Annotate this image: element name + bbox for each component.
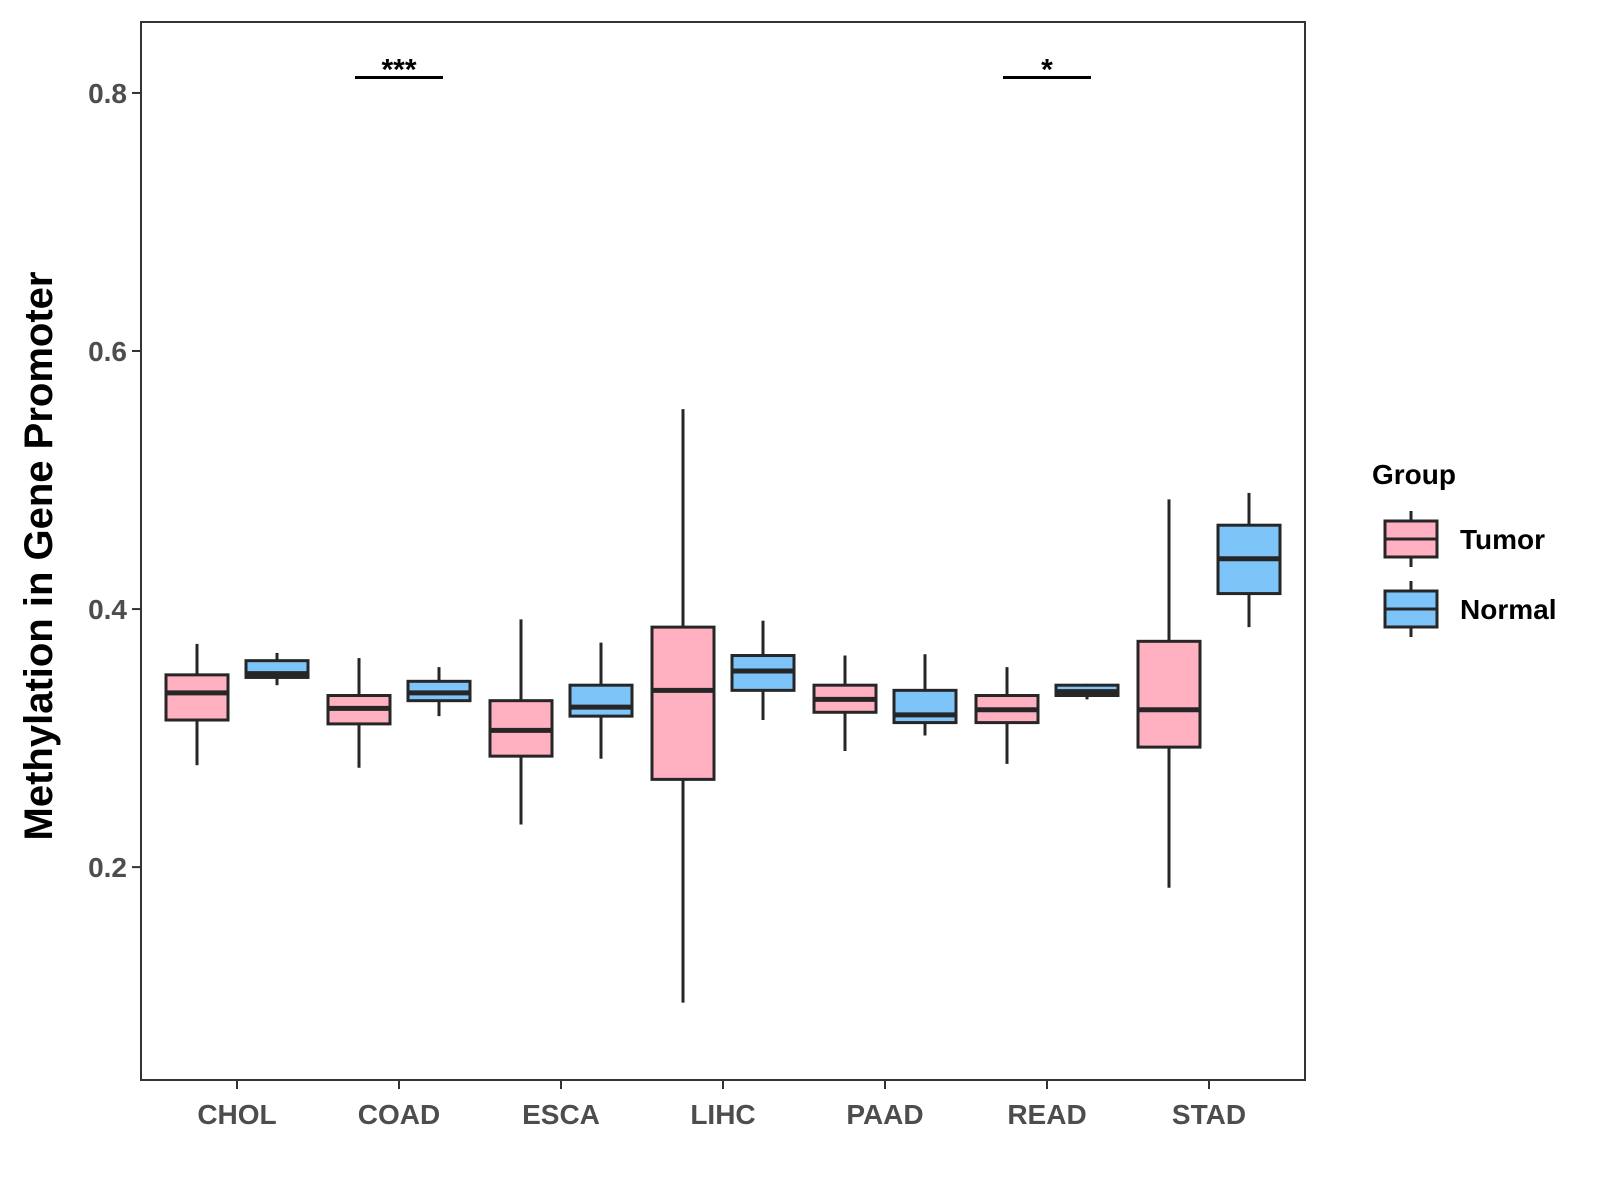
x-tick-label: CHOL bbox=[197, 1099, 276, 1130]
box-tumor-stad bbox=[1136, 499, 1202, 888]
legend-key-normal bbox=[1383, 581, 1439, 637]
legend-label-normal: Normal bbox=[1460, 594, 1556, 625]
box-iqr bbox=[650, 625, 716, 781]
box-iqr bbox=[892, 688, 958, 725]
y-tick-label: 0.8 bbox=[88, 78, 127, 109]
legend-title: Group bbox=[1372, 459, 1456, 490]
box-tumor-lihc bbox=[650, 409, 716, 1003]
significance-label: * bbox=[1041, 53, 1053, 86]
x-tick-label: COAD bbox=[358, 1099, 440, 1130]
y-tick-label: 0.4 bbox=[88, 594, 127, 625]
box-iqr bbox=[568, 683, 634, 718]
plot-area: *** * bbox=[140, 21, 1306, 1081]
significance-label: *** bbox=[381, 53, 416, 86]
box-tumor-coad bbox=[326, 658, 392, 768]
x-tick-label: ESCA bbox=[522, 1099, 600, 1130]
box-normal-paad bbox=[892, 654, 958, 736]
x-tick-label: LIHC bbox=[690, 1099, 755, 1130]
box-iqr bbox=[164, 673, 230, 722]
box-iqr bbox=[1136, 639, 1202, 749]
box-normal-esca bbox=[568, 642, 634, 759]
y-tick-label: 0.2 bbox=[88, 852, 127, 883]
x-axis: CHOL COAD ESCA LIHC PAAD READ STAD bbox=[197, 1080, 1246, 1130]
legend-key-tumor bbox=[1383, 511, 1439, 567]
x-tick-label: PAAD bbox=[846, 1099, 923, 1130]
legend: Group Tumor Normal bbox=[1372, 459, 1556, 637]
box-tumor-esca bbox=[488, 619, 554, 825]
box-normal-chol bbox=[244, 652, 310, 686]
x-tick-label: READ bbox=[1007, 1099, 1086, 1130]
y-axis: 0.2 0.4 0.6 0.8 bbox=[88, 78, 141, 883]
box-tumor-chol bbox=[164, 643, 230, 766]
y-axis-title: Methylation in Gene Promoter bbox=[17, 272, 61, 841]
box-tumor-read bbox=[974, 667, 1040, 764]
box-normal-coad bbox=[406, 667, 472, 717]
box-normal-lihc bbox=[730, 620, 796, 721]
x-tick-label: STAD bbox=[1172, 1099, 1246, 1130]
legend-label-tumor: Tumor bbox=[1460, 524, 1545, 555]
box-normal-stad bbox=[1216, 492, 1282, 628]
box-tumor-paad bbox=[812, 655, 878, 751]
y-tick-label: 0.6 bbox=[88, 336, 127, 367]
box-normal-read bbox=[1054, 683, 1120, 700]
